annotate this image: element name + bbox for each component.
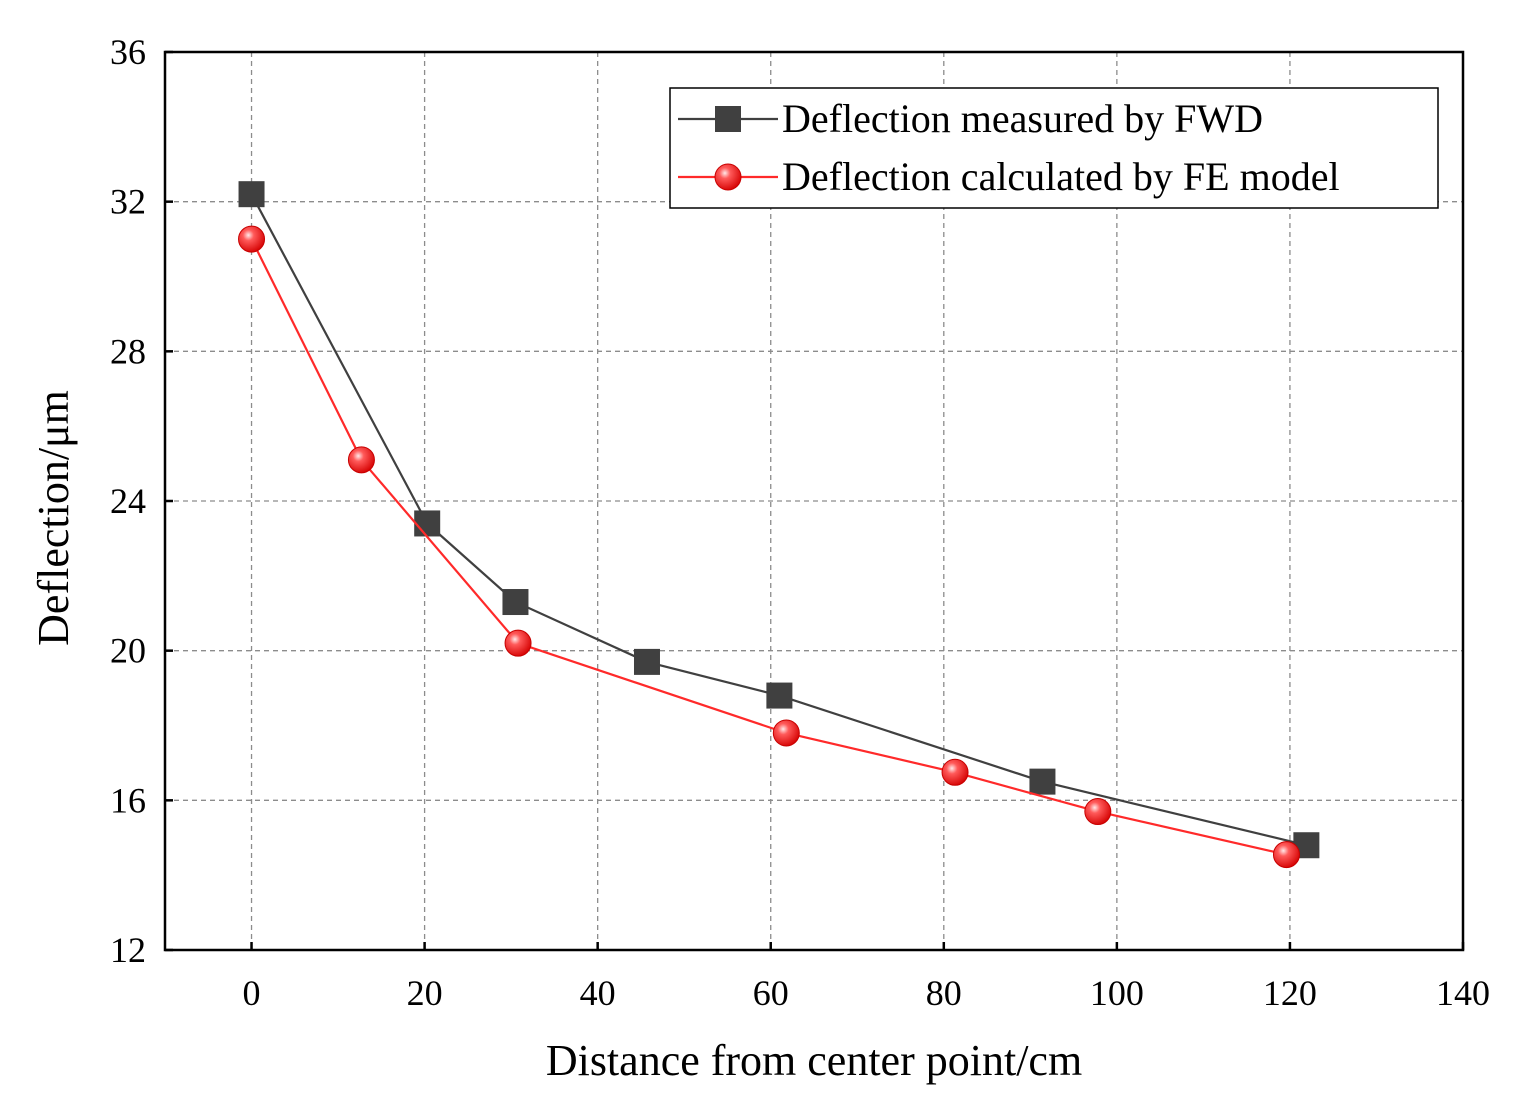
x-tick-label: 40: [580, 973, 616, 1013]
y-tick-label: 16: [110, 780, 146, 820]
y-tick-label: 36: [110, 32, 146, 72]
y-tick-label: 28: [110, 331, 146, 371]
data-point: [502, 589, 529, 616]
data-point: [1084, 798, 1112, 826]
data-point: [504, 629, 532, 657]
data-point: [238, 225, 266, 253]
series-line: [250, 193, 1307, 847]
x-tick-label: 0: [243, 973, 261, 1013]
legend-label: Deflection measured by FWD: [782, 96, 1263, 141]
y-axis-title: Deflection/μm: [29, 390, 78, 646]
x-tick-label: 80: [926, 973, 962, 1013]
y-tick-label: 32: [110, 182, 146, 222]
x-tick-label: 60: [753, 973, 789, 1013]
legend-box: [669, 87, 1439, 209]
y-tick-labels: 12 16 20 24 28 32 36: [110, 32, 146, 970]
legend: Deflection measured by FWD Deflection cal…: [669, 87, 1439, 209]
y-tick-label: 20: [110, 631, 146, 671]
x-tick-label: 100: [1090, 973, 1144, 1013]
data-point: [941, 758, 969, 786]
legend-marker: [714, 163, 742, 191]
plot-series: [238, 181, 1320, 869]
x-axis-title: Distance from center point/cm: [546, 1036, 1082, 1085]
data-point: [414, 510, 441, 537]
y-tick-label: 12: [110, 930, 146, 970]
data-point: [633, 648, 660, 675]
legend-marker: [715, 106, 741, 132]
series-fe-model: [238, 225, 1300, 869]
x-tick-label: 120: [1263, 973, 1317, 1013]
series-fwd: [238, 181, 1320, 859]
data-point: [772, 719, 800, 747]
data-point: [347, 446, 375, 474]
series-line: [250, 238, 1287, 856]
plot-frame: [163, 50, 1465, 952]
data-point: [1029, 768, 1056, 795]
x-tick-label: 20: [407, 973, 443, 1013]
data-point: [1272, 841, 1300, 869]
x-tick-labels: 0 20 40 60 80 100 120 140: [243, 973, 1490, 1013]
data-point: [766, 682, 793, 709]
legend-label: Deflection calculated by FE model: [782, 154, 1340, 199]
y-tick-label: 24: [110, 481, 146, 521]
x-tick-label: 140: [1436, 973, 1490, 1013]
data-point: [238, 181, 265, 208]
